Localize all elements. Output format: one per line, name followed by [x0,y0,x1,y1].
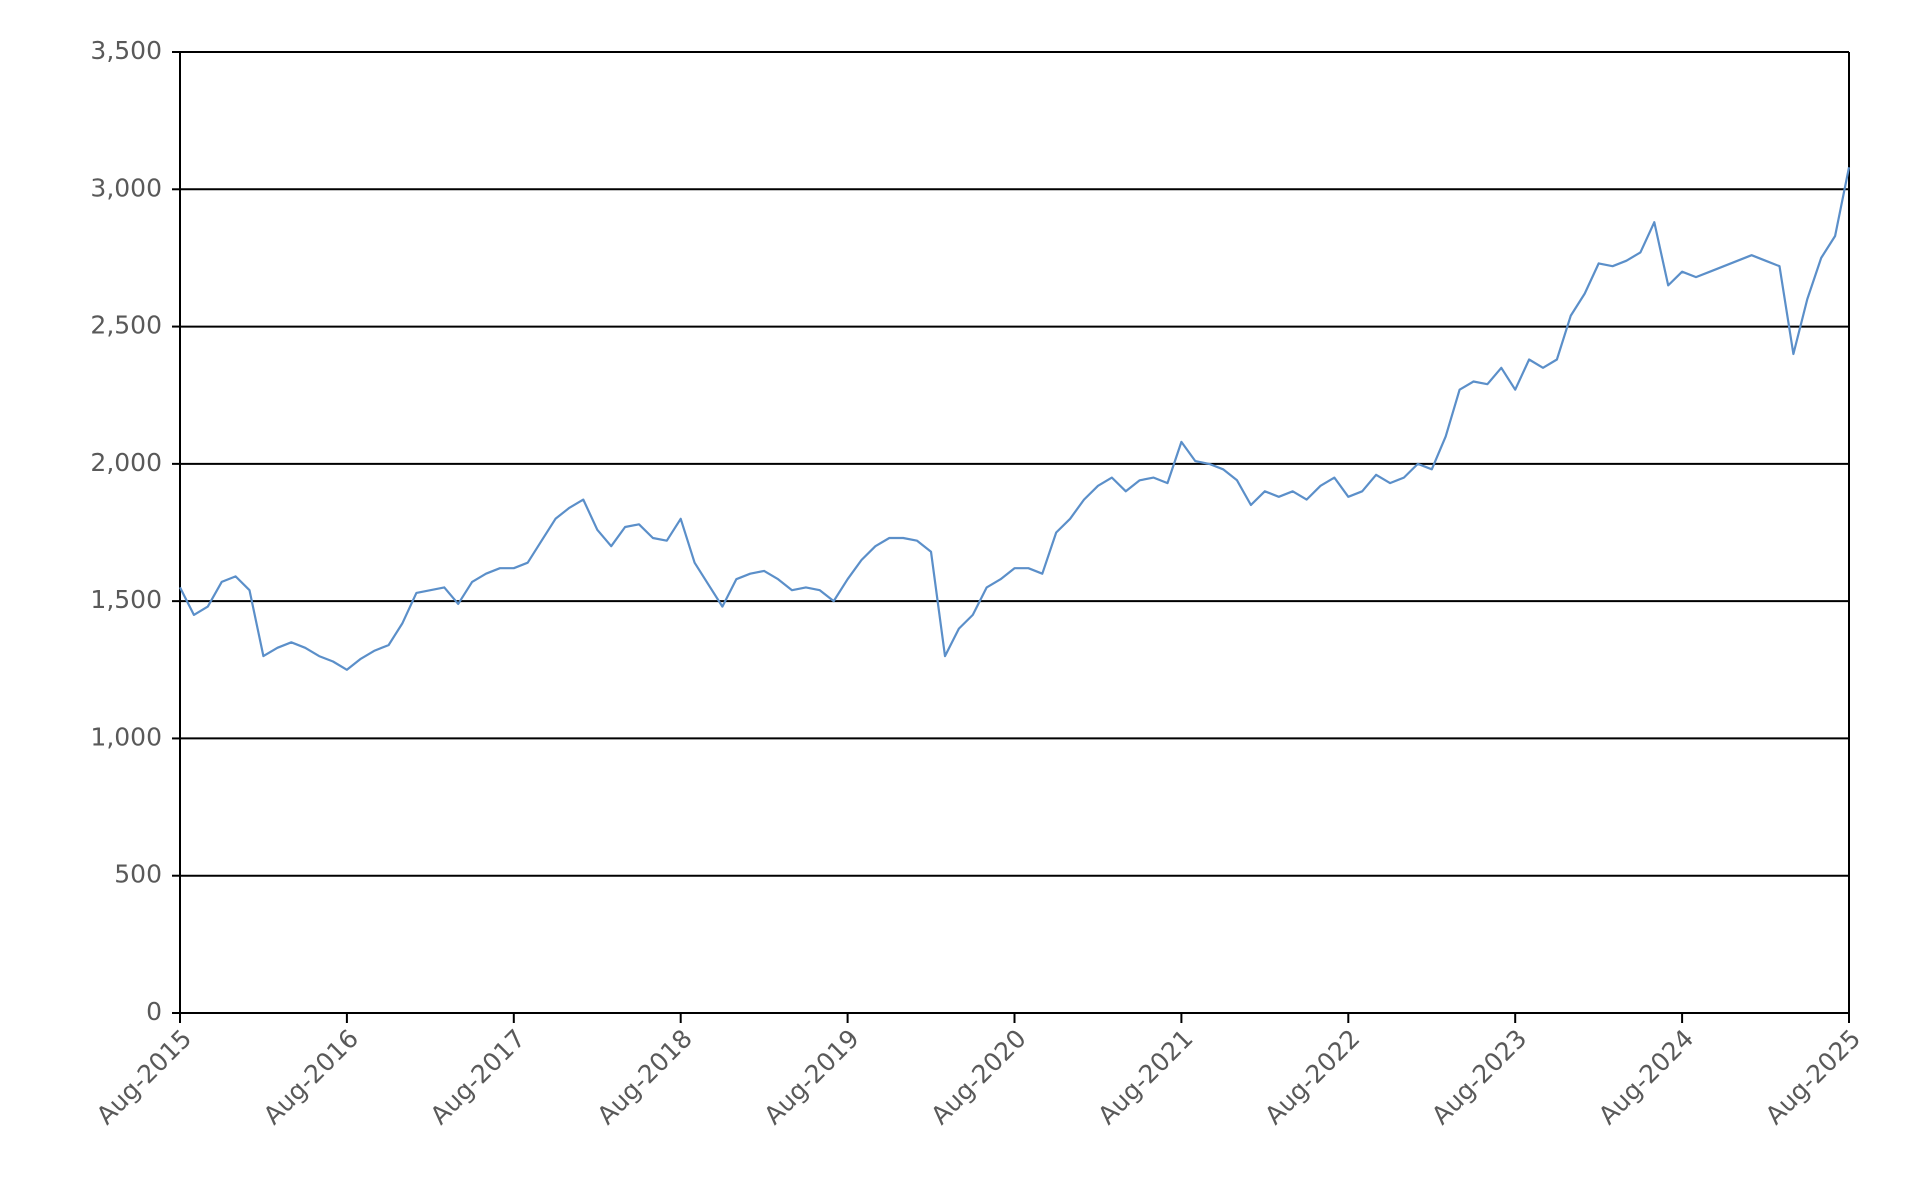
y-tick-label: 1,500 [90,585,162,614]
x-tick-label: Aug-2024 [1593,1024,1699,1130]
y-tick-label: 3,000 [90,173,162,202]
x-tick-label: Aug-2022 [1259,1024,1365,1130]
x-tick-label: Aug-2016 [258,1024,364,1130]
y-tick-label: 2,500 [90,311,162,340]
x-tick-label: Aug-2020 [925,1024,1031,1130]
y-tick-label: 500 [114,860,162,889]
y-tick-label: 1,000 [90,722,162,751]
x-tick-label: Aug-2019 [758,1024,864,1130]
x-tick-label: Aug-2025 [1760,1024,1866,1130]
x-tick-label: Aug-2021 [1092,1024,1198,1130]
x-tick-label: Aug-2023 [1426,1024,1532,1130]
x-tick-label: Aug-2018 [591,1024,697,1130]
x-tick-label: Aug-2017 [425,1024,531,1130]
y-tick-label: 3,500 [90,36,162,65]
y-tick-label: 0 [146,997,162,1026]
data-line [179,167,1851,671]
y-tick-label: 2,000 [90,448,162,477]
x-tick-label: Aug-2015 [91,1024,197,1130]
